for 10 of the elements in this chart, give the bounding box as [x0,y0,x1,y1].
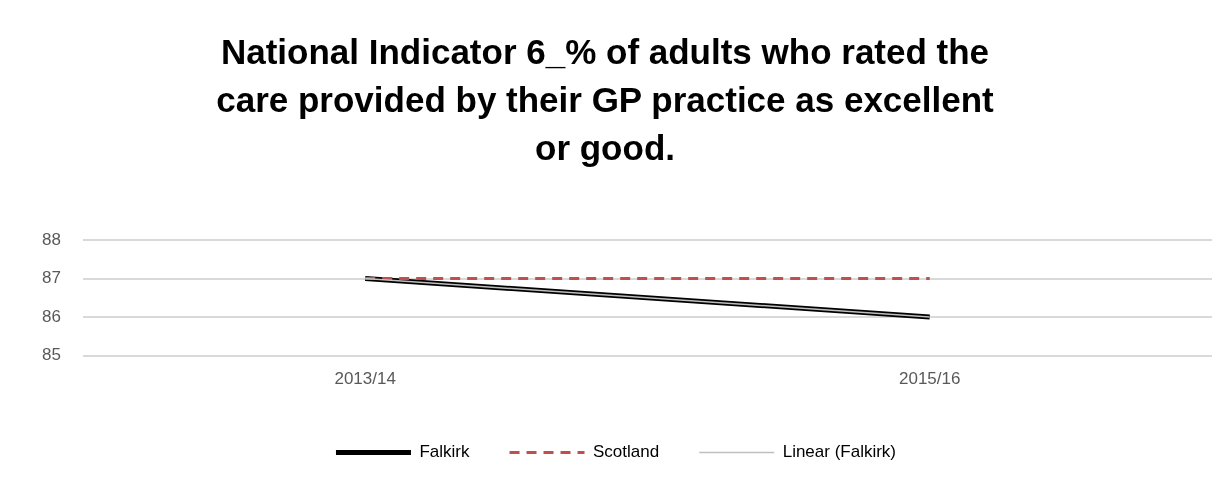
y-tick-label: 87 [41,268,61,288]
chart-title: National Indicator 6_% of adults who rated the care provided by their GP practice as excellent or good. [215,31,995,169]
y-tick-label: 85 [41,345,61,365]
x-tick-label: 2013/14 [334,369,396,389]
legend-label: Scotland [593,442,660,462]
y-tick-label: 88 [41,229,61,249]
legend-label: Linear (Falkirk) [782,442,897,462]
legend-label: Falkirk [419,442,471,462]
y-tick-label: 86 [41,306,61,326]
x-tick-label: 2015/16 [899,369,961,389]
